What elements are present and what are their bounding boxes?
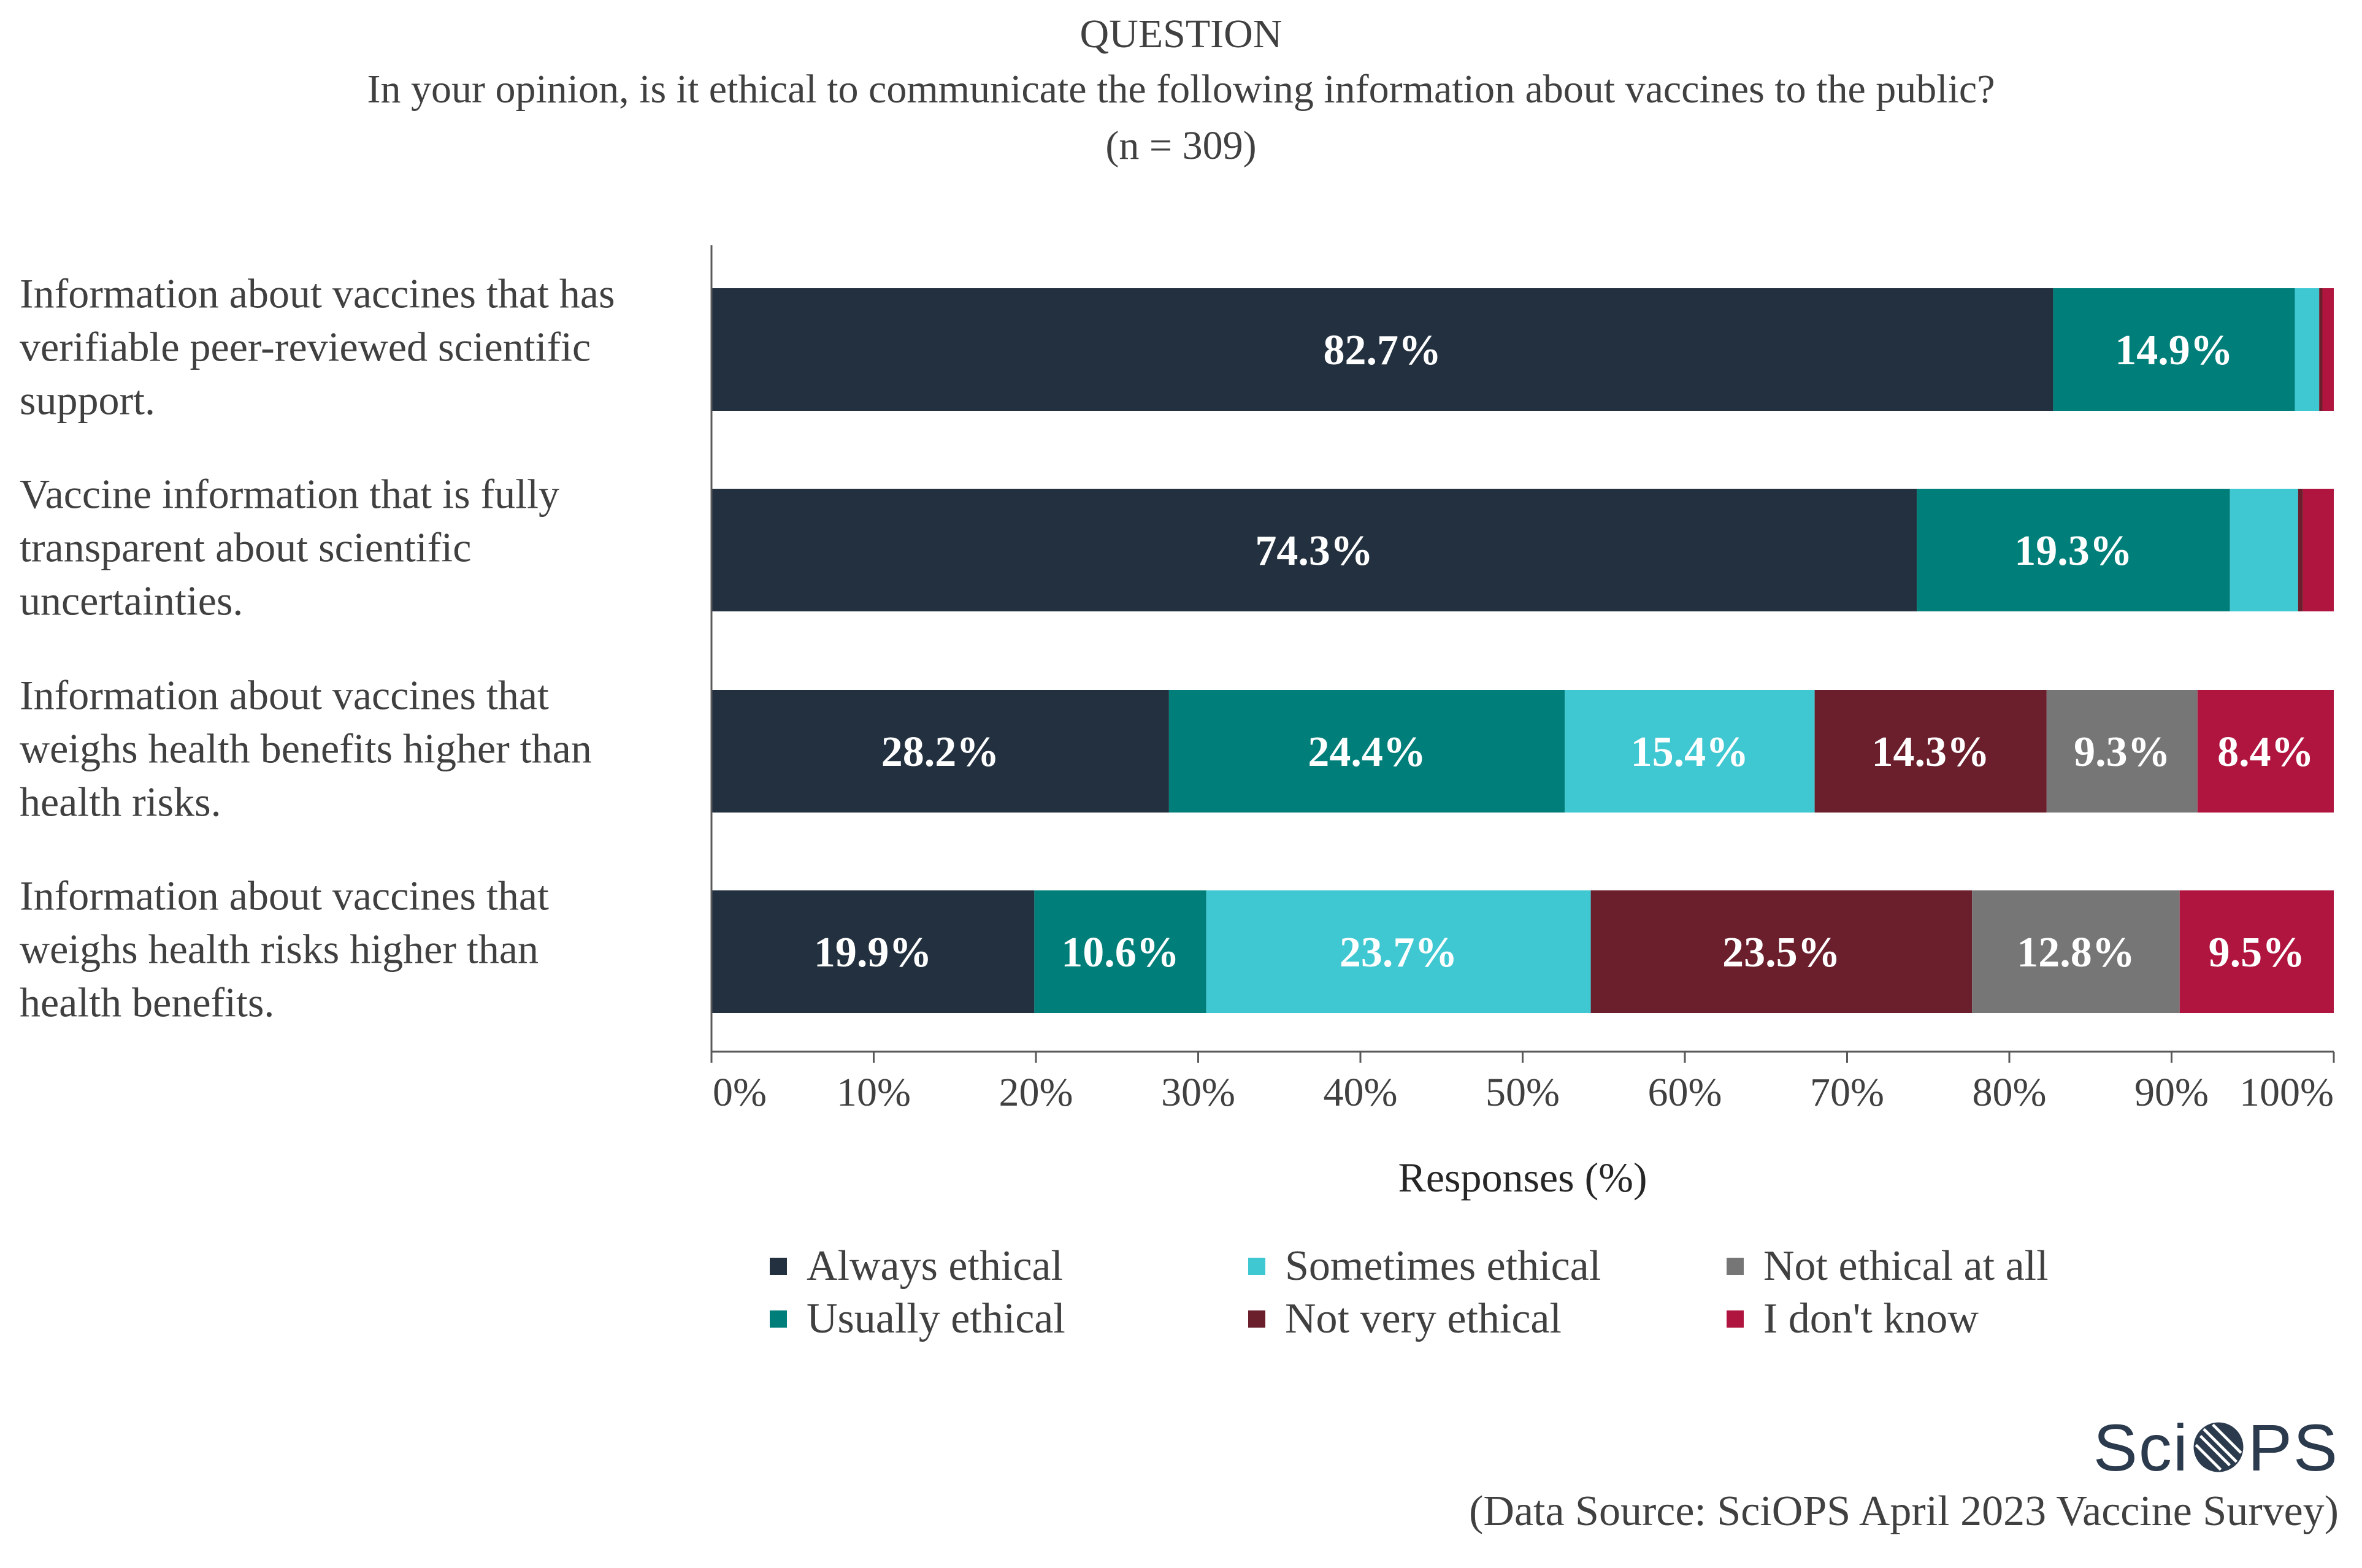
bar-segment-sometimes-ethical-row-1 [2295,288,2320,411]
legend-label: Not very ethical [1285,1295,1562,1342]
data-label: 9.3% [2074,729,2171,776]
legend-item-not-very-ethical: Not very ethical [1248,1295,1562,1344]
logo-text-left: Sci [2093,1410,2189,1485]
data-label: 28.2% [881,729,1000,776]
category-label-line: uncertainties. [20,578,243,624]
logo-text-right: PS [2247,1410,2339,1485]
legend-item-not-ethical-at-all: Not ethical at all [1727,1242,2049,1291]
data-label: 14.9% [2115,327,2233,374]
bar-segment-usually-ethical-row-3 [1168,690,1565,813]
category-label-line: transparent about scientific [20,524,471,571]
data-label: 9.5% [2209,929,2306,976]
bar-segment-i-don-t-know-row-2 [2303,489,2334,611]
x-tick-label: 70% [1810,1070,1884,1115]
data-label: 82.7% [1323,327,1441,374]
bar-segment-not-very-ethical-row-2 [2298,489,2303,611]
data-label: 23.5% [1722,929,1841,976]
x-tick-label: 80% [1973,1070,2047,1115]
data-label: 8.4% [2217,729,2314,776]
bar-segment-usually-ethical-row-1 [2053,288,2295,411]
legend-swatch [1727,1258,1744,1275]
bar-segment-always-ethical-row-4 [711,890,1035,1013]
category-label-line: weighs health benefits higher than [20,725,592,772]
legend-swatch [770,1258,787,1275]
data-label: 10.6% [1061,929,1179,976]
legend-swatch [1727,1310,1744,1328]
bar-segment-usually-ethical-row-2 [1917,489,2230,611]
bar-segment-always-ethical-row-3 [711,690,1169,813]
legend-item-always-ethical: Always ethical [770,1242,1063,1291]
category-label-line: weighs health risks higher than [20,926,539,973]
x-tick-label: 60% [1648,1070,1722,1115]
data-label: 12.8% [2017,929,2135,976]
legend-label: Sometimes ethical [1285,1242,1601,1290]
bar-segment-not-very-ethical-row-4 [1590,890,1973,1013]
legend-item-sometimes-ethical: Sometimes ethical [1248,1242,1601,1291]
globe-icon [2193,1422,2244,1472]
chart-sample-size: (n = 309) [1105,123,1257,168]
category-label-line: Information about vaccines that has [20,270,615,317]
bar-segment-sometimes-ethical-row-3 [1565,690,1815,813]
bar-segment-sometimes-ethical-row-2 [2230,489,2298,611]
legend-label: Always ethical [807,1242,1063,1290]
bar-segment-not-very-ethical-row-3 [1814,690,2047,813]
category-label-line: Vaccine information that is fully [20,471,559,518]
data-source-note: (Data Source: SciOPS April 2023 Vaccine … [1469,1488,2339,1535]
legend-item-i-don-t-know: I don't know [1727,1295,1979,1344]
x-tick-label: 40% [1324,1070,1398,1115]
category-label-line: Information about vaccines that [20,873,549,919]
data-label: 24.4% [1308,729,1426,776]
category-label-line: Information about vaccines that [20,672,549,719]
data-label: 14.3% [1871,729,1990,776]
x-tick-label: 50% [1486,1070,1560,1115]
bar-segment-not-ethical-at-all-row-4 [1972,890,2180,1013]
data-label: 74.3% [1255,527,1373,575]
labels-layer: 82.7% 14.9% Information about vaccines tha… [20,270,2314,1026]
bar-segment-not-ethical-at-all-row-3 [2046,690,2198,813]
bar-segment-always-ethical-row-2 [711,489,1917,611]
legend-label: I don't know [1763,1295,1979,1342]
sciops-logo: Sci PS [2093,1410,2339,1485]
data-label: 23.7% [1340,929,1458,976]
chart-legend: Always ethical Usually ethical Sometimes e… [770,1242,2119,1364]
legend-swatch [1248,1258,1265,1275]
bar-segment-i-don-t-know-row-1 [2322,288,2334,411]
data-label: 19.9% [814,929,932,976]
data-label: 19.3% [2014,527,2133,575]
legend-swatch [1248,1310,1265,1328]
legend-label: Usually ethical [807,1295,1065,1342]
legend-item-usually-ethical: Usually ethical [770,1295,1065,1344]
x-tick-label: 100% [2239,1070,2334,1115]
chart-header-label: QUESTION [1079,12,1283,56]
legend-label: Not ethical at all [1763,1242,2049,1290]
category-label-line: verifiable peer-reviewed scientific [20,324,591,370]
x-tick-label: 0% [713,1070,767,1115]
x-tick-label: 30% [1161,1070,1235,1115]
bars-layer [711,288,2334,1013]
data-label: 15.4% [1631,729,1749,776]
category-label-line: support. [20,377,155,424]
category-label-line: health benefits. [20,979,274,1026]
x-axis-title: Responses (%) [1398,1154,1647,1201]
chart-question: In your opinion, is it ethical to commun… [367,67,1995,112]
bar-segment-i-don-t-know-row-4 [2179,890,2334,1013]
category-label-line: health risks. [20,779,221,825]
bar-segment-always-ethical-row-1 [711,288,2053,411]
legend-swatch [770,1310,787,1328]
x-tick-label: 20% [999,1070,1073,1115]
bar-segment-usually-ethical-row-4 [1034,890,1206,1013]
x-tick-label: 10% [837,1070,911,1115]
bar-segment-sometimes-ethical-row-4 [1206,890,1591,1013]
axis-layer: 0% 10% 20% 30% 40% 50% 60% 70% 80% 90% 100% Respons… [710,245,2335,1201]
x-tick-label: 90% [2134,1070,2209,1115]
bar-segment-i-don-t-know-row-3 [2197,690,2334,813]
bar-segment-not-very-ethical-row-1 [2319,288,2323,411]
